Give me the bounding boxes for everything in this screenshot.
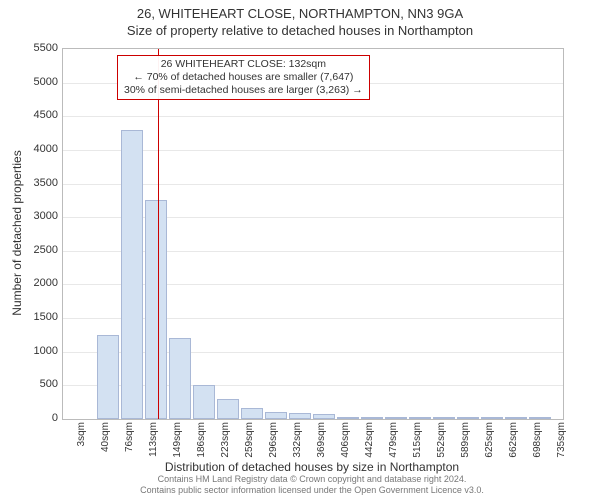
chart-header: 26, WHITEHEART CLOSE, NORTHAMPTON, NN3 9…	[0, 0, 600, 38]
info-box-line: ← 70% of detached houses are smaller (7,…	[124, 71, 363, 84]
y-tick: 5500	[34, 42, 58, 54]
histogram-bar	[433, 417, 455, 419]
histogram-bar	[529, 417, 551, 419]
x-tick: 186sqm	[196, 422, 207, 458]
y-tick: 3500	[34, 177, 58, 189]
chart-area: Number of detached properties 26 WHITEHE…	[62, 48, 562, 418]
y-tick: 4000	[34, 143, 58, 155]
x-tick: 149sqm	[172, 422, 183, 458]
reference-line	[158, 49, 159, 419]
histogram-bar	[241, 408, 263, 419]
y-tick: 2000	[34, 277, 58, 289]
x-tick: 406sqm	[340, 422, 351, 458]
x-tick: 369sqm	[316, 422, 327, 458]
x-tick: 698sqm	[532, 422, 543, 458]
histogram-bar	[385, 417, 407, 419]
y-tick: 2500	[34, 244, 58, 256]
x-tick: 259sqm	[244, 422, 255, 458]
y-tick: 0	[52, 412, 58, 424]
x-tick: 625sqm	[484, 422, 495, 458]
x-tick: 735sqm	[556, 422, 567, 458]
footer-line-1: Contains HM Land Registry data © Crown c…	[62, 474, 562, 485]
histogram-bar	[457, 417, 479, 419]
histogram-bar	[121, 130, 143, 419]
x-tick: 40sqm	[100, 422, 111, 452]
x-tick: 515sqm	[412, 422, 423, 458]
y-tick: 1000	[34, 345, 58, 357]
footer-line-2: Contains public sector information licen…	[62, 485, 562, 496]
y-tick: 500	[40, 378, 58, 390]
x-tick: 3sqm	[76, 422, 87, 446]
histogram-bar	[361, 417, 383, 419]
x-tick: 332sqm	[292, 422, 303, 458]
x-tick: 662sqm	[508, 422, 519, 458]
y-tick: 3000	[34, 210, 58, 222]
chart-title: 26, WHITEHEART CLOSE, NORTHAMPTON, NN3 9…	[0, 6, 600, 21]
x-tick: 223sqm	[220, 422, 231, 458]
y-tick: 5000	[34, 76, 58, 88]
y-axis-label: Number of detached properties	[10, 150, 24, 315]
histogram-bar	[193, 385, 215, 419]
histogram-bar	[145, 200, 167, 419]
histogram-bar	[505, 417, 527, 419]
histogram-bar	[409, 417, 431, 419]
info-box-line: 30% of semi-detached houses are larger (…	[124, 84, 363, 97]
x-tick: 113sqm	[148, 422, 159, 457]
histogram-bar	[481, 417, 503, 419]
x-tick: 552sqm	[436, 422, 447, 458]
y-tick: 4500	[34, 109, 58, 121]
x-tick: 589sqm	[460, 422, 471, 458]
histogram-bar	[313, 414, 335, 419]
histogram-bar	[289, 413, 311, 419]
info-box: 26 WHITEHEART CLOSE: 132sqm← 70% of deta…	[117, 55, 370, 100]
info-box-line: 26 WHITEHEART CLOSE: 132sqm	[124, 58, 363, 71]
x-tick: 76sqm	[124, 422, 135, 452]
histogram-bar	[265, 412, 287, 419]
histogram-bar	[169, 338, 191, 419]
y-tick: 1500	[34, 311, 58, 323]
chart-subtitle: Size of property relative to detached ho…	[0, 23, 600, 38]
footer-attribution: Contains HM Land Registry data © Crown c…	[62, 474, 562, 496]
histogram-bar	[97, 335, 119, 419]
histogram-bar	[337, 417, 359, 419]
gridline-h	[63, 116, 563, 117]
x-tick: 442sqm	[364, 422, 375, 458]
plot-area: 26 WHITEHEART CLOSE: 132sqm← 70% of deta…	[62, 48, 564, 420]
x-tick: 296sqm	[268, 422, 279, 458]
x-tick: 479sqm	[388, 422, 399, 458]
histogram-bar	[217, 399, 239, 419]
x-axis-label: Distribution of detached houses by size …	[62, 460, 562, 474]
